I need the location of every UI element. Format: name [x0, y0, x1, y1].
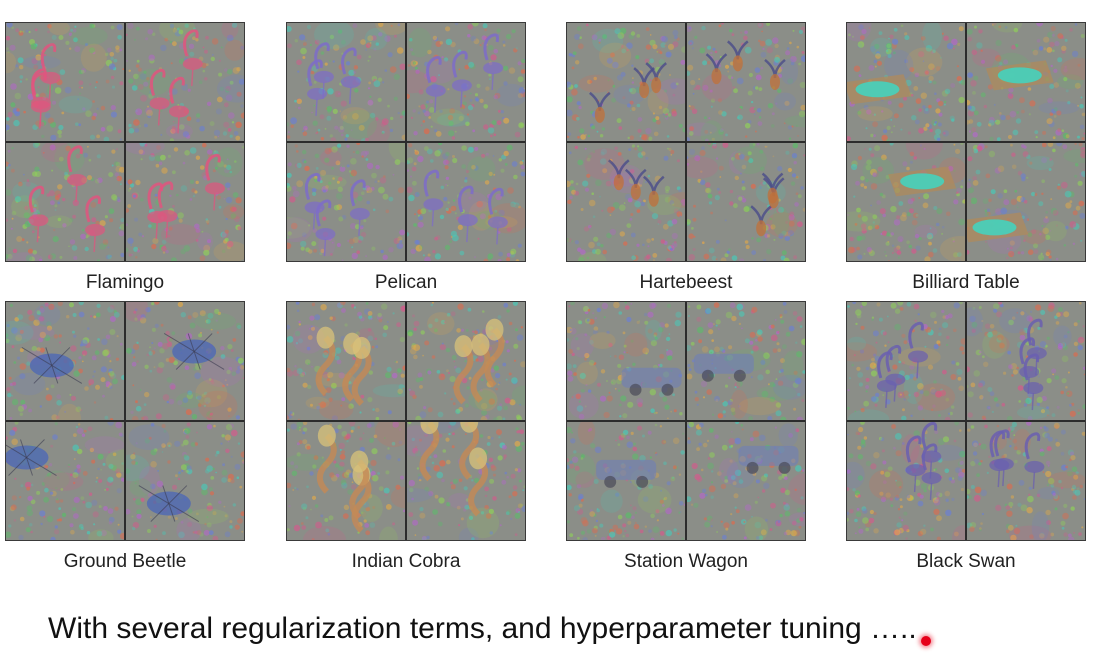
visualization-hartebeest: Hartebeest — [566, 22, 806, 293]
generated-image-tile — [6, 143, 124, 261]
visualization-wagon: Station Wagon — [566, 301, 806, 572]
generated-image-tile — [126, 422, 244, 540]
generated-image-tile — [967, 302, 1085, 420]
generated-image-tile — [6, 23, 124, 141]
generated-image-tile — [407, 23, 525, 141]
image-panel — [846, 22, 1086, 262]
panel-caption: Flamingo — [85, 272, 165, 293]
generated-image-tile — [847, 422, 965, 540]
generated-image-tile — [687, 302, 805, 420]
generated-image-tile — [687, 143, 805, 261]
generated-image-tile — [407, 422, 525, 540]
laser-pointer-dot — [921, 636, 931, 646]
generated-image-tile — [847, 302, 965, 420]
generated-image-tile — [6, 422, 124, 540]
generated-image-tile — [967, 143, 1085, 261]
generated-image-tile — [287, 302, 405, 420]
generated-image-tile — [126, 302, 244, 420]
generated-image-tile — [567, 302, 685, 420]
generated-image-tile — [687, 422, 805, 540]
image-panel — [286, 22, 526, 262]
generated-image-tile — [287, 422, 405, 540]
image-panel — [286, 301, 526, 541]
visualization-beetle: Ground Beetle — [5, 301, 245, 572]
panel-caption: Hartebeest — [639, 272, 733, 293]
visualization-billiard: Billiard Table — [846, 22, 1086, 293]
generated-image-tile — [847, 23, 965, 141]
generated-image-tile — [687, 23, 805, 141]
image-panel — [846, 301, 1086, 541]
generated-image-tile — [567, 143, 685, 261]
generated-image-tile — [287, 23, 405, 141]
image-panel — [5, 301, 245, 541]
generated-image-tile — [287, 143, 405, 261]
generated-image-tile — [847, 143, 965, 261]
generated-image-tile — [407, 143, 525, 261]
generated-image-tile — [407, 302, 525, 420]
generated-image-tile — [126, 143, 244, 261]
generated-image-tile — [567, 422, 685, 540]
panel-caption: Pelican — [374, 272, 438, 293]
panel-caption: Black Swan — [916, 551, 1016, 572]
visualization-swan: Black Swan — [846, 301, 1086, 572]
generated-image-tile — [126, 23, 244, 141]
panel-caption: Billiard Table — [912, 272, 1020, 293]
panel-caption: Indian Cobra — [351, 551, 461, 572]
image-panel — [566, 301, 806, 541]
slide-subtitle: With several regularization terms, and h… — [48, 612, 917, 645]
panel-caption: Ground Beetle — [63, 551, 187, 572]
visualization-cobra: Indian Cobra — [286, 301, 526, 572]
panel-caption: Station Wagon — [624, 551, 748, 572]
generated-image-tile — [567, 23, 685, 141]
visualization-pelican: Pelican — [286, 22, 526, 293]
image-panel — [5, 22, 245, 262]
image-panel — [566, 22, 806, 262]
visualization-flamingo: Flamingo — [5, 22, 245, 293]
generated-image-tile — [967, 422, 1085, 540]
generated-image-tile — [967, 23, 1085, 141]
generated-image-tile — [6, 302, 124, 420]
